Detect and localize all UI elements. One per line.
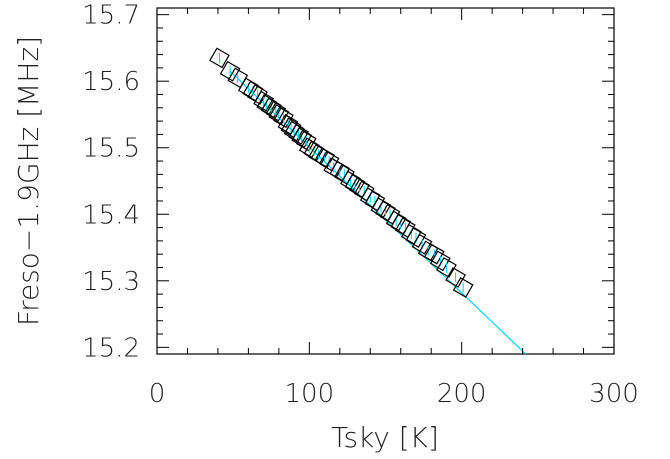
data-point — [452, 277, 474, 298]
data-point — [253, 90, 275, 112]
y-tick-label: 15.5 — [82, 134, 140, 164]
x-tick-label: 300 — [589, 379, 639, 409]
data-points-layer — [209, 47, 474, 298]
data-point — [219, 60, 241, 82]
y-tick-label: 15.3 — [82, 267, 140, 297]
x-axis-title: Tsky [K] — [331, 421, 439, 454]
y-tick-label: 15.4 — [82, 200, 140, 230]
data-point — [288, 124, 310, 145]
tick-labels-layer: 0 100 200 300 15.2 15.3 15.4 15.5 15.6 15.7 — [82, 1, 639, 409]
plot-frame — [156, 7, 615, 355]
fit-line — [229, 70, 527, 355]
data-point — [265, 100, 287, 122]
data-point — [295, 130, 317, 152]
y-tick-label: 15.2 — [82, 333, 140, 363]
y-tick-label: 15.7 — [82, 1, 140, 31]
fit-line-layer — [229, 70, 527, 355]
x-tick-label: 0 — [149, 379, 166, 409]
data-point — [445, 267, 466, 288]
x-tick-label: 100 — [285, 379, 335, 409]
y-tick-label: 15.6 — [82, 67, 140, 97]
axis-ticks-layer — [156, 8, 615, 354]
data-point — [436, 257, 457, 278]
x-tick-label: 200 — [437, 379, 487, 409]
data-point — [209, 47, 230, 69]
y-axis-title: Freso−1.9GHz [MHz] — [12, 36, 45, 326]
